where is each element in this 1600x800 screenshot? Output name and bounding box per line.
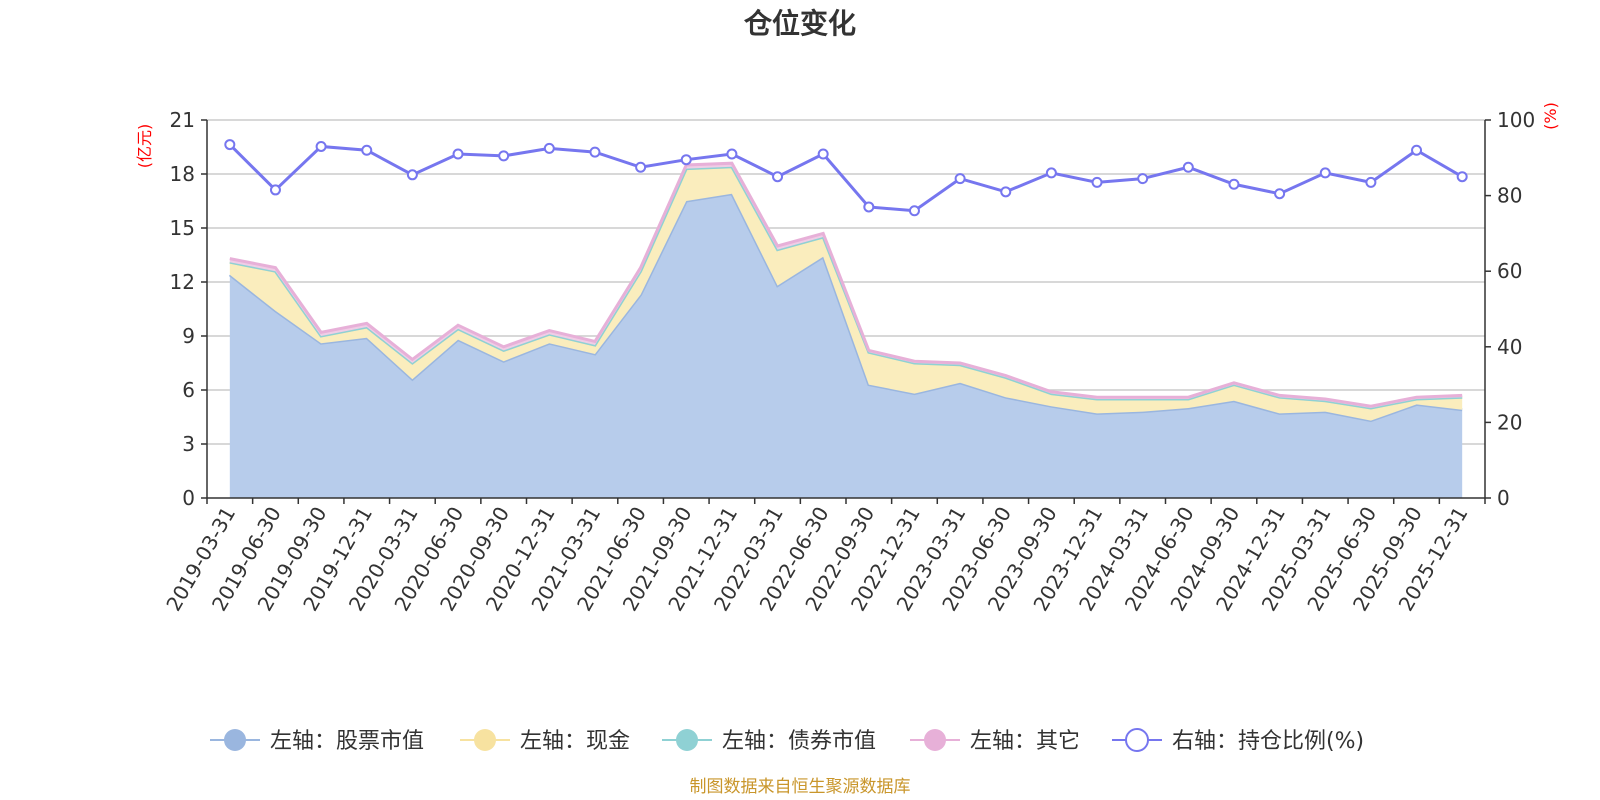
legend-item[interactable]: 右轴：持仓比例(%) xyxy=(1112,728,1364,754)
legend-label: 左轴：现金 xyxy=(520,729,630,754)
ratio-point xyxy=(1274,188,1286,200)
ratio-point xyxy=(1319,167,1331,179)
left-tick-label: 6 xyxy=(182,378,195,402)
ratio-point xyxy=(543,142,555,154)
holding-ratio-line xyxy=(224,139,1468,217)
ratio-point xyxy=(908,205,920,217)
ratio-point xyxy=(1365,176,1377,188)
legend-item[interactable]: 左轴：债券市值 xyxy=(662,729,876,754)
ratio-point xyxy=(772,171,784,183)
left-tick-label: 21 xyxy=(170,108,195,132)
legend-marker xyxy=(1125,728,1149,752)
ratio-point xyxy=(269,184,281,196)
area-line xyxy=(229,161,1463,408)
legend-item[interactable]: 左轴：其它 xyxy=(910,729,1080,754)
ratio-point xyxy=(863,201,875,213)
ratio-series-line xyxy=(228,143,1463,213)
ratio-point xyxy=(635,161,647,173)
left-tick-label: 18 xyxy=(170,162,195,186)
ratio-point xyxy=(1045,167,1057,179)
right-tick-label: 100 xyxy=(1497,108,1535,132)
ratio-point xyxy=(1091,176,1103,188)
legend-item[interactable]: 左轴：股票市值 xyxy=(210,729,424,754)
ratio-point xyxy=(1411,144,1423,156)
ratio-point xyxy=(1000,186,1012,198)
legend: 左轴：股票市值 左轴：现金 左轴：债券市值 左轴：其它 右轴：持仓比例(%) xyxy=(210,728,1364,754)
ratio-point xyxy=(954,173,966,185)
ratio-point xyxy=(680,154,692,166)
ratio-point xyxy=(498,150,510,162)
left-tick-label: 9 xyxy=(182,324,195,348)
left-axis-unit: (亿元) xyxy=(135,124,154,169)
ratio-point xyxy=(452,148,464,160)
legend-label: 右轴：持仓比例(%) xyxy=(1172,729,1364,754)
chart-title: 仓位变化 xyxy=(744,7,856,40)
right-tick-label: 80 xyxy=(1497,184,1522,208)
ratio-point xyxy=(361,144,373,156)
right-tick-label: 20 xyxy=(1497,410,1522,434)
legend-label: 左轴：股票市值 xyxy=(270,729,424,754)
legend-marker xyxy=(224,729,246,751)
right-tick-label: 60 xyxy=(1497,259,1522,283)
ratio-point xyxy=(315,140,327,152)
ratio-point xyxy=(726,148,738,160)
legend-label: 左轴：债券市值 xyxy=(722,729,876,754)
ratio-point xyxy=(406,169,418,181)
legend-marker xyxy=(676,729,698,751)
legend-item[interactable]: 左轴：现金 xyxy=(460,729,630,754)
legend-marker xyxy=(474,729,496,751)
ratio-point xyxy=(817,148,829,160)
left-tick-label: 15 xyxy=(170,216,195,240)
right-tick-label: 40 xyxy=(1497,335,1522,359)
ratio-point xyxy=(1137,173,1149,185)
left-tick-label: 3 xyxy=(182,432,195,456)
ratio-point xyxy=(589,146,601,158)
ratio-point xyxy=(1182,161,1194,173)
legend-label: 左轴：其它 xyxy=(970,729,1080,754)
left-tick-label: 12 xyxy=(170,270,195,294)
right-axis-unit: (%) xyxy=(1541,102,1560,130)
area-fill xyxy=(229,193,1463,499)
ratio-point xyxy=(1456,171,1468,183)
right-tick-label: 0 xyxy=(1497,486,1510,510)
legend-marker xyxy=(924,729,946,751)
ratio-point xyxy=(224,139,236,151)
ratio-point xyxy=(1228,178,1240,190)
left-tick-label: 0 xyxy=(182,486,195,510)
stacked-areas xyxy=(228,161,1463,499)
source-note: 制图数据来自恒生聚源数据库 xyxy=(690,777,911,797)
